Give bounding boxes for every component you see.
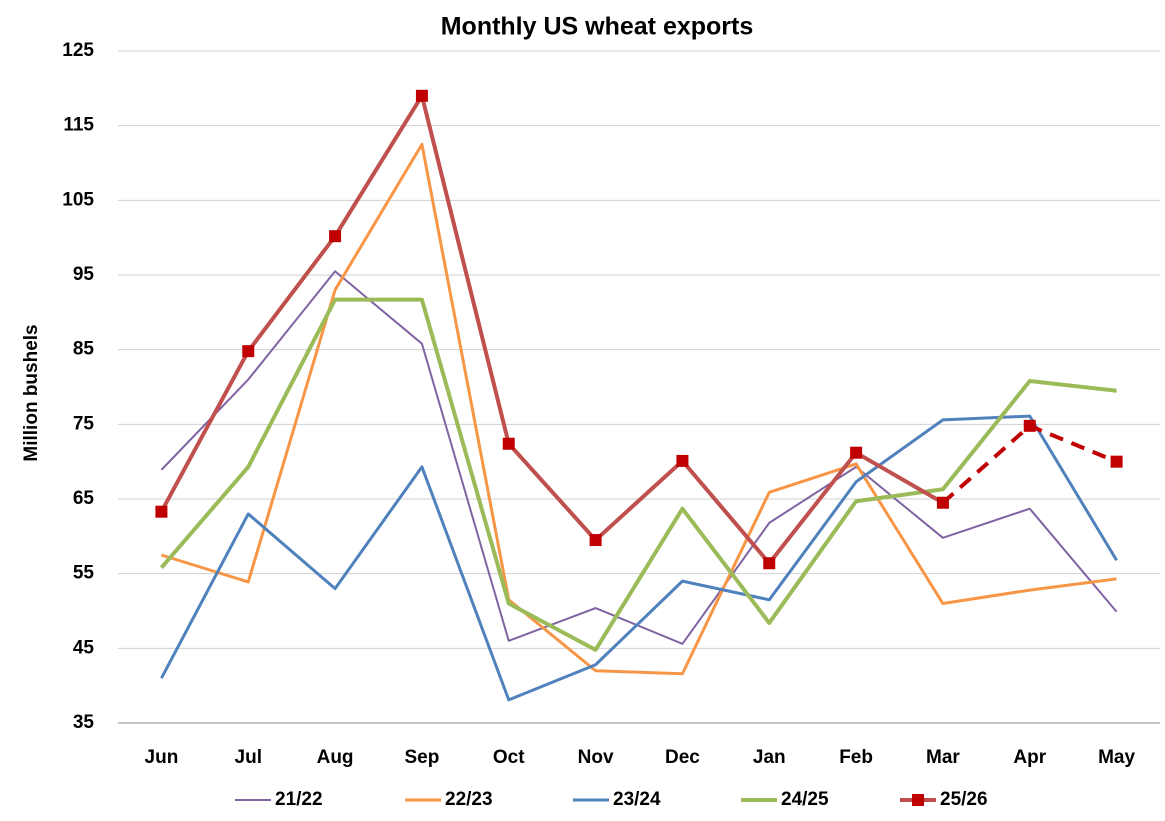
x-tick-label: Jun	[145, 747, 179, 768]
x-tick-label: Jan	[753, 747, 786, 768]
marker	[676, 455, 688, 467]
y-tick-label: 85	[73, 339, 95, 360]
marker	[1024, 420, 1036, 432]
x-tick-label: Sep	[404, 747, 439, 768]
legend-label: 25/26	[940, 789, 988, 810]
chart-title: Monthly US wheat exports	[441, 13, 754, 41]
y-tick-label: 65	[73, 488, 95, 509]
y-tick-label: 125	[62, 40, 94, 61]
x-tick-label: Oct	[493, 747, 525, 768]
marker	[416, 90, 428, 102]
x-tick-label: Jul	[235, 747, 262, 768]
legend-label: 21/22	[275, 789, 323, 810]
x-tick-label: Apr	[1013, 747, 1046, 768]
chart: Monthly US wheat exports Million bushels…	[0, 0, 1165, 816]
y-tick-label: 105	[62, 189, 94, 210]
marker	[155, 506, 167, 518]
y-tick-label: 45	[73, 637, 95, 658]
x-tick-label: Nov	[578, 747, 614, 768]
marker	[850, 447, 862, 459]
legend-label: 24/25	[781, 789, 829, 810]
x-tick-label: May	[1098, 747, 1135, 768]
marker	[937, 497, 949, 509]
marker	[242, 345, 254, 357]
marker	[503, 438, 515, 450]
x-tick-label: Mar	[926, 747, 960, 768]
y-tick-label: 75	[73, 413, 95, 434]
y-tick-label: 55	[73, 563, 95, 584]
marker	[329, 230, 341, 242]
legend-label: 22/23	[445, 789, 493, 810]
x-tick-label: Dec	[665, 747, 700, 768]
marker	[763, 557, 775, 569]
marker	[590, 534, 602, 546]
x-tick-label: Aug	[317, 747, 354, 768]
legend-label: 23/24	[613, 789, 661, 810]
y-tick-label: 95	[73, 264, 95, 285]
marker	[1111, 456, 1123, 468]
background	[0, 0, 1165, 816]
y-tick-label: 35	[73, 712, 95, 733]
x-tick-label: Feb	[839, 747, 873, 768]
legend-marker	[912, 794, 924, 806]
y-tick-label: 115	[63, 115, 94, 136]
y-axis-label: Million bushels	[21, 324, 42, 461]
